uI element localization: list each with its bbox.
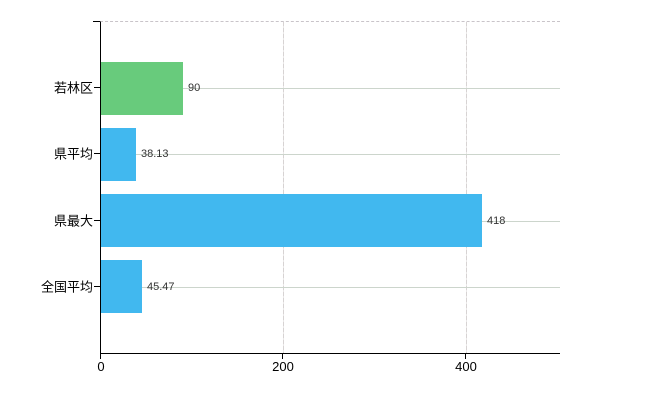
bar-若林区 [101, 62, 183, 115]
y-axis-label-若林区: 若林区 [53, 80, 93, 96]
y-axis-label-県最大: 県最大 [53, 213, 93, 229]
x-axis-tick-label: 400 [455, 359, 477, 374]
horizontal-gridline [101, 287, 560, 288]
bar-value-label: 45.47 [147, 281, 175, 293]
bar-value-label: 418 [487, 215, 506, 227]
bar-全国平均 [101, 260, 142, 313]
x-axis-tick [465, 354, 466, 359]
x-axis-tick-label: 0 [97, 359, 105, 374]
x-axis-tick [100, 354, 101, 359]
bar-県最大 [101, 194, 482, 247]
y-axis-tick [94, 286, 100, 287]
x-axis-tick-label: 200 [272, 359, 294, 374]
x-axis-tick [282, 354, 283, 359]
y-axis-top-tick [93, 21, 100, 22]
horizontal-gridline [101, 88, 560, 89]
horizontal-gridline [101, 154, 560, 155]
vertical-gridline [283, 22, 284, 353]
bar-県平均 [101, 128, 136, 181]
y-axis-label-全国平均: 全国平均 [40, 279, 93, 295]
bar-value-label: 90 [188, 82, 201, 94]
plot-area: 90 38.13 418 45.47 [100, 21, 560, 354]
vertical-gridline [466, 22, 467, 353]
y-axis-tick [94, 153, 100, 154]
bar-value-label: 38.13 [141, 148, 169, 160]
y-axis-tick [94, 87, 100, 88]
y-axis-label-県平均: 県平均 [53, 146, 93, 162]
y-axis-tick [94, 220, 100, 221]
